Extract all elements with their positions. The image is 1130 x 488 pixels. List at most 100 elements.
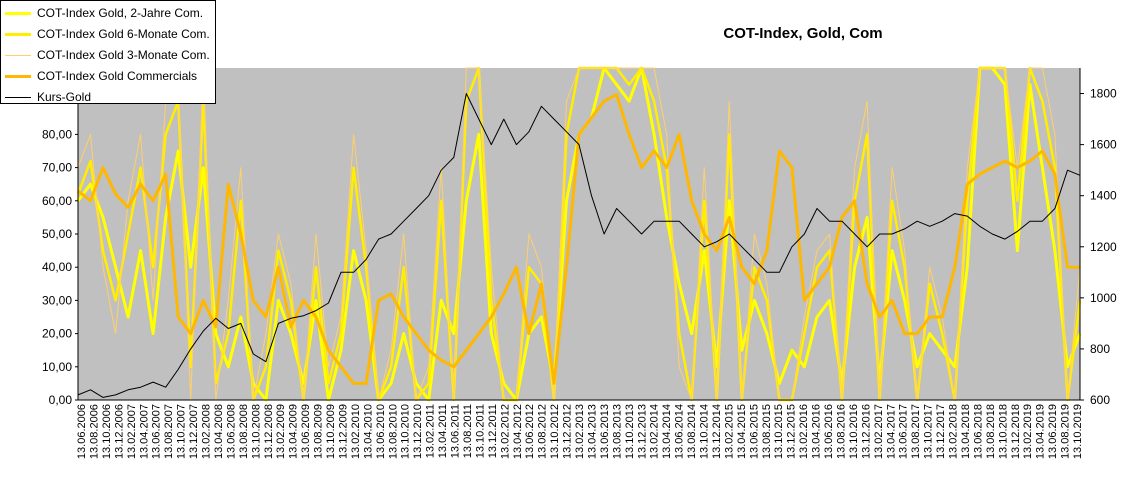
legend-item: COT-Index Gold 6-Monate Com. — [5, 25, 210, 43]
x-tick-label: 13.06.2012 — [524, 404, 536, 459]
x-tick-label: 13.06.2009 — [300, 404, 312, 459]
x-tick-label: 13.08.2017 — [910, 404, 922, 459]
x-tick-label: 13.08.2014 — [686, 404, 698, 459]
x-tick-label: 13.12.2008 — [263, 404, 275, 459]
legend-swatch — [5, 54, 31, 56]
x-tick-label: 13.02.2008 — [201, 404, 213, 459]
y-left-tick-label: 70,00 — [42, 161, 72, 175]
series-line-3 — [77, 67, 1081, 401]
y-right-tick-label: 1600 — [1090, 138, 1117, 152]
x-tick-label: 13.06.2018 — [972, 404, 984, 459]
x-tick-label: 13.06.2010 — [375, 404, 387, 459]
x-tick-label: 13.06.2013 — [599, 404, 611, 459]
x-tick-label: 13.10.2009 — [325, 404, 337, 459]
x-tick-label: 13.10.2011 — [474, 404, 486, 458]
x-tick-label: 13.12.2015 — [786, 404, 798, 459]
x-tick-label: 13.12.2010 — [412, 404, 424, 459]
x-tick-label: 13.02.2019 — [1022, 404, 1034, 459]
x-tick-label: 13.02.2010 — [350, 404, 362, 459]
x-tick-label: 13.10.2014 — [699, 404, 711, 459]
x-tick-label: 13.02.2013 — [574, 404, 586, 459]
x-tick-label: 13.08.2016 — [835, 404, 847, 459]
x-tick-label: 13.02.2009 — [275, 404, 287, 459]
legend-label: COT-Index Gold Commercials — [37, 69, 198, 83]
series-layer — [76, 66, 1082, 402]
x-tick-label: 13.12.2007 — [188, 404, 200, 459]
legend-label: COT-Index Gold, 2-Jahre Com. — [37, 6, 204, 20]
x-tick-label: 13.12.2014 — [711, 404, 723, 459]
x-tick-label: 13.02.2015 — [723, 404, 735, 459]
x-tick-label: 13.10.2010 — [400, 404, 412, 459]
x-tick-label: 13.06.2016 — [823, 404, 835, 459]
y-right-tick-label: 800 — [1090, 342, 1110, 356]
x-tick-label: 13.04.2011 — [437, 404, 449, 458]
x-tick-label: 13.04.2015 — [736, 404, 748, 459]
x-tick-label: 13.04.2016 — [811, 404, 823, 459]
x-tick-label: 13.08.2008 — [238, 404, 250, 459]
x-tick-label: 13.08.2011 — [462, 404, 474, 458]
x-tick-label: 13.08.2012 — [537, 404, 549, 459]
x-tick-label: 13.08.2007 — [163, 404, 175, 459]
x-tick-label: 13.06.2019 — [1047, 404, 1059, 459]
legend-label: COT-Index Gold 6-Monate Com. — [37, 27, 210, 41]
legend-swatch — [5, 11, 31, 15]
legend-item: Kurs-Gold — [5, 88, 91, 106]
x-tick-label: 13.02.2016 — [798, 404, 810, 459]
x-tick-label: 13.06.2017 — [898, 404, 910, 459]
x-tick-label: 13.02.2018 — [948, 404, 960, 459]
x-tick-label: 13.02.2011 — [425, 404, 437, 458]
y-right-tick-label: 1400 — [1090, 189, 1117, 203]
y-left-tick-label: 0,00 — [49, 393, 73, 407]
x-tick-label: 13.10.2015 — [773, 404, 785, 459]
x-tick-label: 13.10.2018 — [997, 404, 1009, 459]
x-tick-label: 13.08.2013 — [611, 404, 623, 459]
x-tick-label: 13.10.2008 — [250, 404, 262, 459]
x-tick-label: 13.10.2012 — [549, 404, 561, 459]
series-line-4 — [77, 93, 1080, 385]
y-right-ticks: 600 800 1000 1200 1400 1600 1800 — [1080, 87, 1117, 407]
x-tick-label: 13.04.2019 — [1035, 404, 1047, 459]
x-tick-label: 13.02.2007 — [126, 404, 138, 459]
x-tick-label: 13.08.2010 — [387, 404, 399, 459]
x-tick-label: 13.10.2013 — [624, 404, 636, 459]
x-tick-label: 13.06.2007 — [151, 404, 163, 459]
x-tick-label: 13.04.2017 — [885, 404, 897, 459]
x-tick-label: 13.12.2009 — [337, 404, 349, 459]
y-left-tick-label: 60,00 — [42, 194, 72, 208]
y-right-tick-label: 600 — [1090, 393, 1110, 407]
x-tick-label: 13.02.2014 — [649, 404, 661, 459]
x-tick-label: 13.12.2018 — [1010, 404, 1022, 459]
x-tick-label: 13.06.2011 — [450, 404, 462, 458]
x-tick-label: 13.10.2017 — [923, 404, 935, 459]
x-tick-label: 13.08.2015 — [761, 404, 773, 459]
x-tick-label: 13.04.2007 — [138, 404, 150, 459]
x-tick-label: 13.10.2016 — [848, 404, 860, 459]
x-tick-label: 13.06.2015 — [748, 404, 760, 459]
x-tick-label: 13.10.2007 — [176, 404, 188, 459]
x-tick-label: 13.06.2008 — [225, 404, 237, 459]
x-tick-label: 13.04.2014 — [661, 404, 673, 459]
y-left-ticks: 0,00 10,00 20,00 30,00 40,00 50,00 60,00 70,00 8… — [42, 127, 78, 407]
x-tick-label: 13.04.2012 — [512, 404, 524, 459]
y-right-tick-label: 1000 — [1090, 291, 1117, 305]
x-tick-label: 13.04.2009 — [288, 404, 300, 459]
x-tick-label: 13.10.2019 — [1072, 404, 1084, 459]
x-tick-label: 13.02.2017 — [873, 404, 885, 459]
x-tick-label: 13.10.2006 — [101, 404, 113, 459]
legend-swatch — [5, 96, 31, 98]
x-tick-label: 13.12.2013 — [636, 404, 648, 459]
legend-item: COT-Index Gold 3-Monate Com. — [5, 46, 210, 64]
x-tick-label: 13.08.2018 — [985, 404, 997, 459]
x-tick-label: 13.08.2006 — [89, 404, 101, 459]
y-left-tick-label: 80,00 — [42, 127, 72, 141]
x-ticks: 13.06.2006 13.08.2006 13.10.2006 13.12.2006… — [76, 404, 1084, 459]
x-tick-label: 13.12.2006 — [113, 404, 125, 459]
x-tick-label: 13.08.2019 — [1060, 404, 1072, 459]
x-tick-label: 13.12.2016 — [860, 404, 872, 459]
legend-item: COT-Index Gold Commercials — [5, 67, 197, 85]
y-left-tick-label: 20,00 — [42, 327, 72, 341]
series-line-5 — [77, 93, 1081, 398]
legend-swatch — [5, 74, 31, 78]
x-tick-label: 13.04.2010 — [362, 404, 374, 459]
y-right-tick-label: 1800 — [1090, 87, 1117, 101]
